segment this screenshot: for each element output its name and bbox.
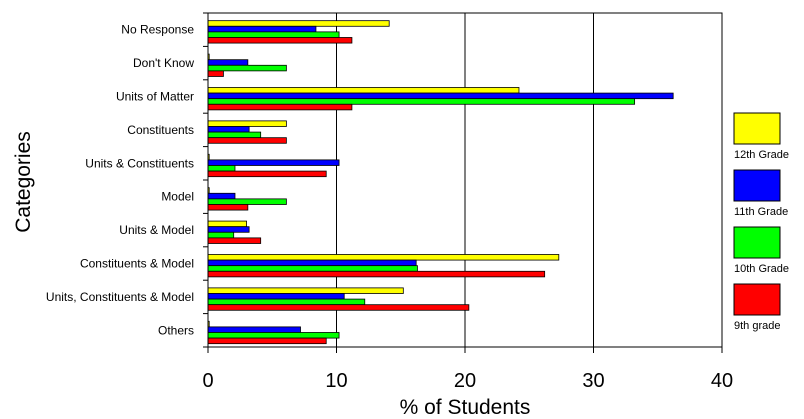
- x-tick-label: 20: [454, 370, 476, 392]
- bar: [207, 159, 340, 166]
- bar: [207, 165, 236, 172]
- bar: [207, 332, 340, 339]
- bar: [207, 304, 470, 311]
- bar: [207, 237, 262, 244]
- bar: [207, 337, 327, 345]
- bar: [207, 204, 249, 211]
- bar: [207, 92, 674, 100]
- x-tick-label: 30: [582, 370, 604, 392]
- bar: [207, 59, 249, 66]
- bar: [207, 25, 317, 33]
- y-tick-label: Units & Constituents: [85, 156, 194, 170]
- bar: [207, 20, 390, 27]
- bar: [207, 70, 224, 77]
- x-tick-label: 10: [325, 370, 347, 392]
- axis-ticks: [203, 12, 723, 353]
- bar: [207, 226, 250, 233]
- y-tick-label: Units of Matter: [116, 90, 194, 104]
- y-tick-label: Constituents & Model: [80, 257, 194, 271]
- bar: [207, 126, 250, 133]
- legend-label: 10th Grade: [734, 263, 789, 275]
- bar: [207, 31, 340, 38]
- bar: [207, 293, 345, 300]
- y-tick-label: Model: [161, 190, 194, 204]
- bar: [207, 98, 636, 105]
- bar: [207, 326, 301, 333]
- bar: [207, 270, 546, 278]
- legend-swatch: [733, 112, 781, 145]
- bar: [207, 298, 366, 306]
- bar: [207, 120, 287, 127]
- x-tick-label: 0: [202, 370, 213, 392]
- x-tick-label: 40: [711, 370, 733, 392]
- bar: [207, 87, 520, 94]
- bar: [207, 37, 353, 44]
- bar: [207, 287, 404, 294]
- legend: 12th Grade 11th Grade 10th Grade 9th grade: [733, 112, 789, 332]
- bar: [207, 265, 418, 272]
- bar: [207, 137, 287, 144]
- legend-swatch: [733, 226, 781, 259]
- bar: [207, 192, 236, 200]
- bar: [207, 103, 353, 111]
- bar: [207, 131, 262, 139]
- bar: [207, 254, 560, 261]
- bar: [207, 198, 287, 205]
- bar: [207, 231, 235, 239]
- y-tick-labels: No Response Don't Know Units of Matter Cons…: [46, 23, 194, 338]
- y-tick-label: No Response: [121, 23, 194, 37]
- y-tick-label: Constituents: [127, 123, 194, 137]
- y-tick-label: Units & Model: [119, 223, 194, 237]
- y-tick-label: Units, Constituents & Model: [46, 290, 194, 304]
- legend-swatch: [733, 283, 781, 316]
- x-axis-title: % of Students: [400, 396, 531, 419]
- y-tick-label: Others: [158, 323, 194, 337]
- legend-label: 12th Grade: [734, 149, 789, 161]
- legend-swatch: [733, 169, 781, 202]
- y-axis-title: Categories: [12, 131, 35, 233]
- bars-layer: [207, 20, 674, 345]
- y-tick-label: Don't Know: [133, 56, 194, 70]
- bar: [207, 64, 287, 72]
- legend-label: 9th grade: [734, 320, 780, 332]
- bar: [207, 220, 247, 228]
- bar: [207, 259, 417, 267]
- legend-label: 11th Grade: [734, 206, 788, 218]
- bar: [207, 170, 327, 178]
- x-tick-labels: 0 10 20 30 40: [202, 370, 733, 392]
